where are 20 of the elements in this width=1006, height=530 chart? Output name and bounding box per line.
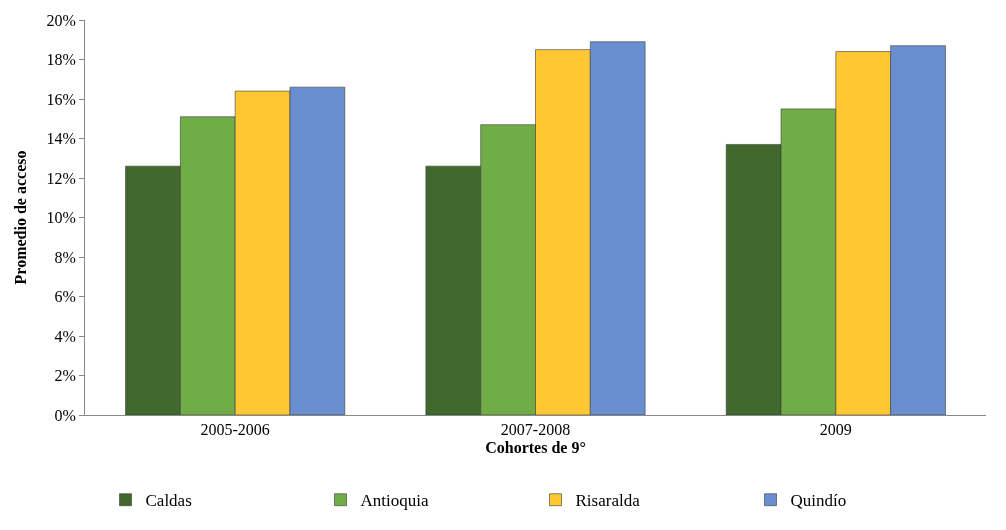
- y-axis-title: Promedio de acceso: [12, 150, 30, 285]
- y-tick-label: 8%: [54, 248, 76, 266]
- y-tick-label: 2%: [54, 367, 76, 385]
- x-axis-title: Cohortes de 9°: [485, 438, 586, 456]
- y-tick-label: 14%: [46, 130, 76, 148]
- legend-label: Quindío: [790, 491, 847, 511]
- x-tick-label: 2005-2006: [200, 421, 270, 439]
- y-tick-label: 16%: [46, 90, 76, 108]
- y-tick-label: 0%: [54, 406, 76, 424]
- legend-label: Antioquia: [360, 491, 429, 511]
- y-tick-label: 20%: [46, 11, 76, 29]
- x-tick-label: 2007-2008: [500, 421, 571, 439]
- legend-label: Caldas: [145, 491, 192, 511]
- y-tick-label: 12%: [46, 169, 76, 187]
- y-tick-label: 10%: [46, 209, 76, 227]
- y-tick-label: 6%: [54, 288, 76, 306]
- y-tick-label: 18%: [46, 51, 76, 69]
- x-tick-label: 2009: [819, 421, 852, 439]
- y-tick-label: 4%: [54, 327, 76, 345]
- legend-label: Risaralda: [575, 491, 641, 511]
